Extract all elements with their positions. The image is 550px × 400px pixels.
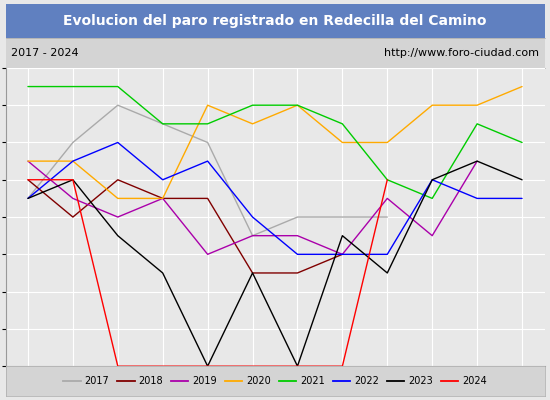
Text: 2017 - 2024: 2017 - 2024 bbox=[11, 48, 79, 58]
Legend: 2017, 2018, 2019, 2020, 2021, 2022, 2023, 2024: 2017, 2018, 2019, 2020, 2021, 2022, 2023… bbox=[59, 372, 491, 390]
Text: http://www.foro-ciudad.com: http://www.foro-ciudad.com bbox=[384, 48, 539, 58]
Text: Evolucion del paro registrado en Redecilla del Camino: Evolucion del paro registrado en Redecil… bbox=[63, 14, 487, 28]
